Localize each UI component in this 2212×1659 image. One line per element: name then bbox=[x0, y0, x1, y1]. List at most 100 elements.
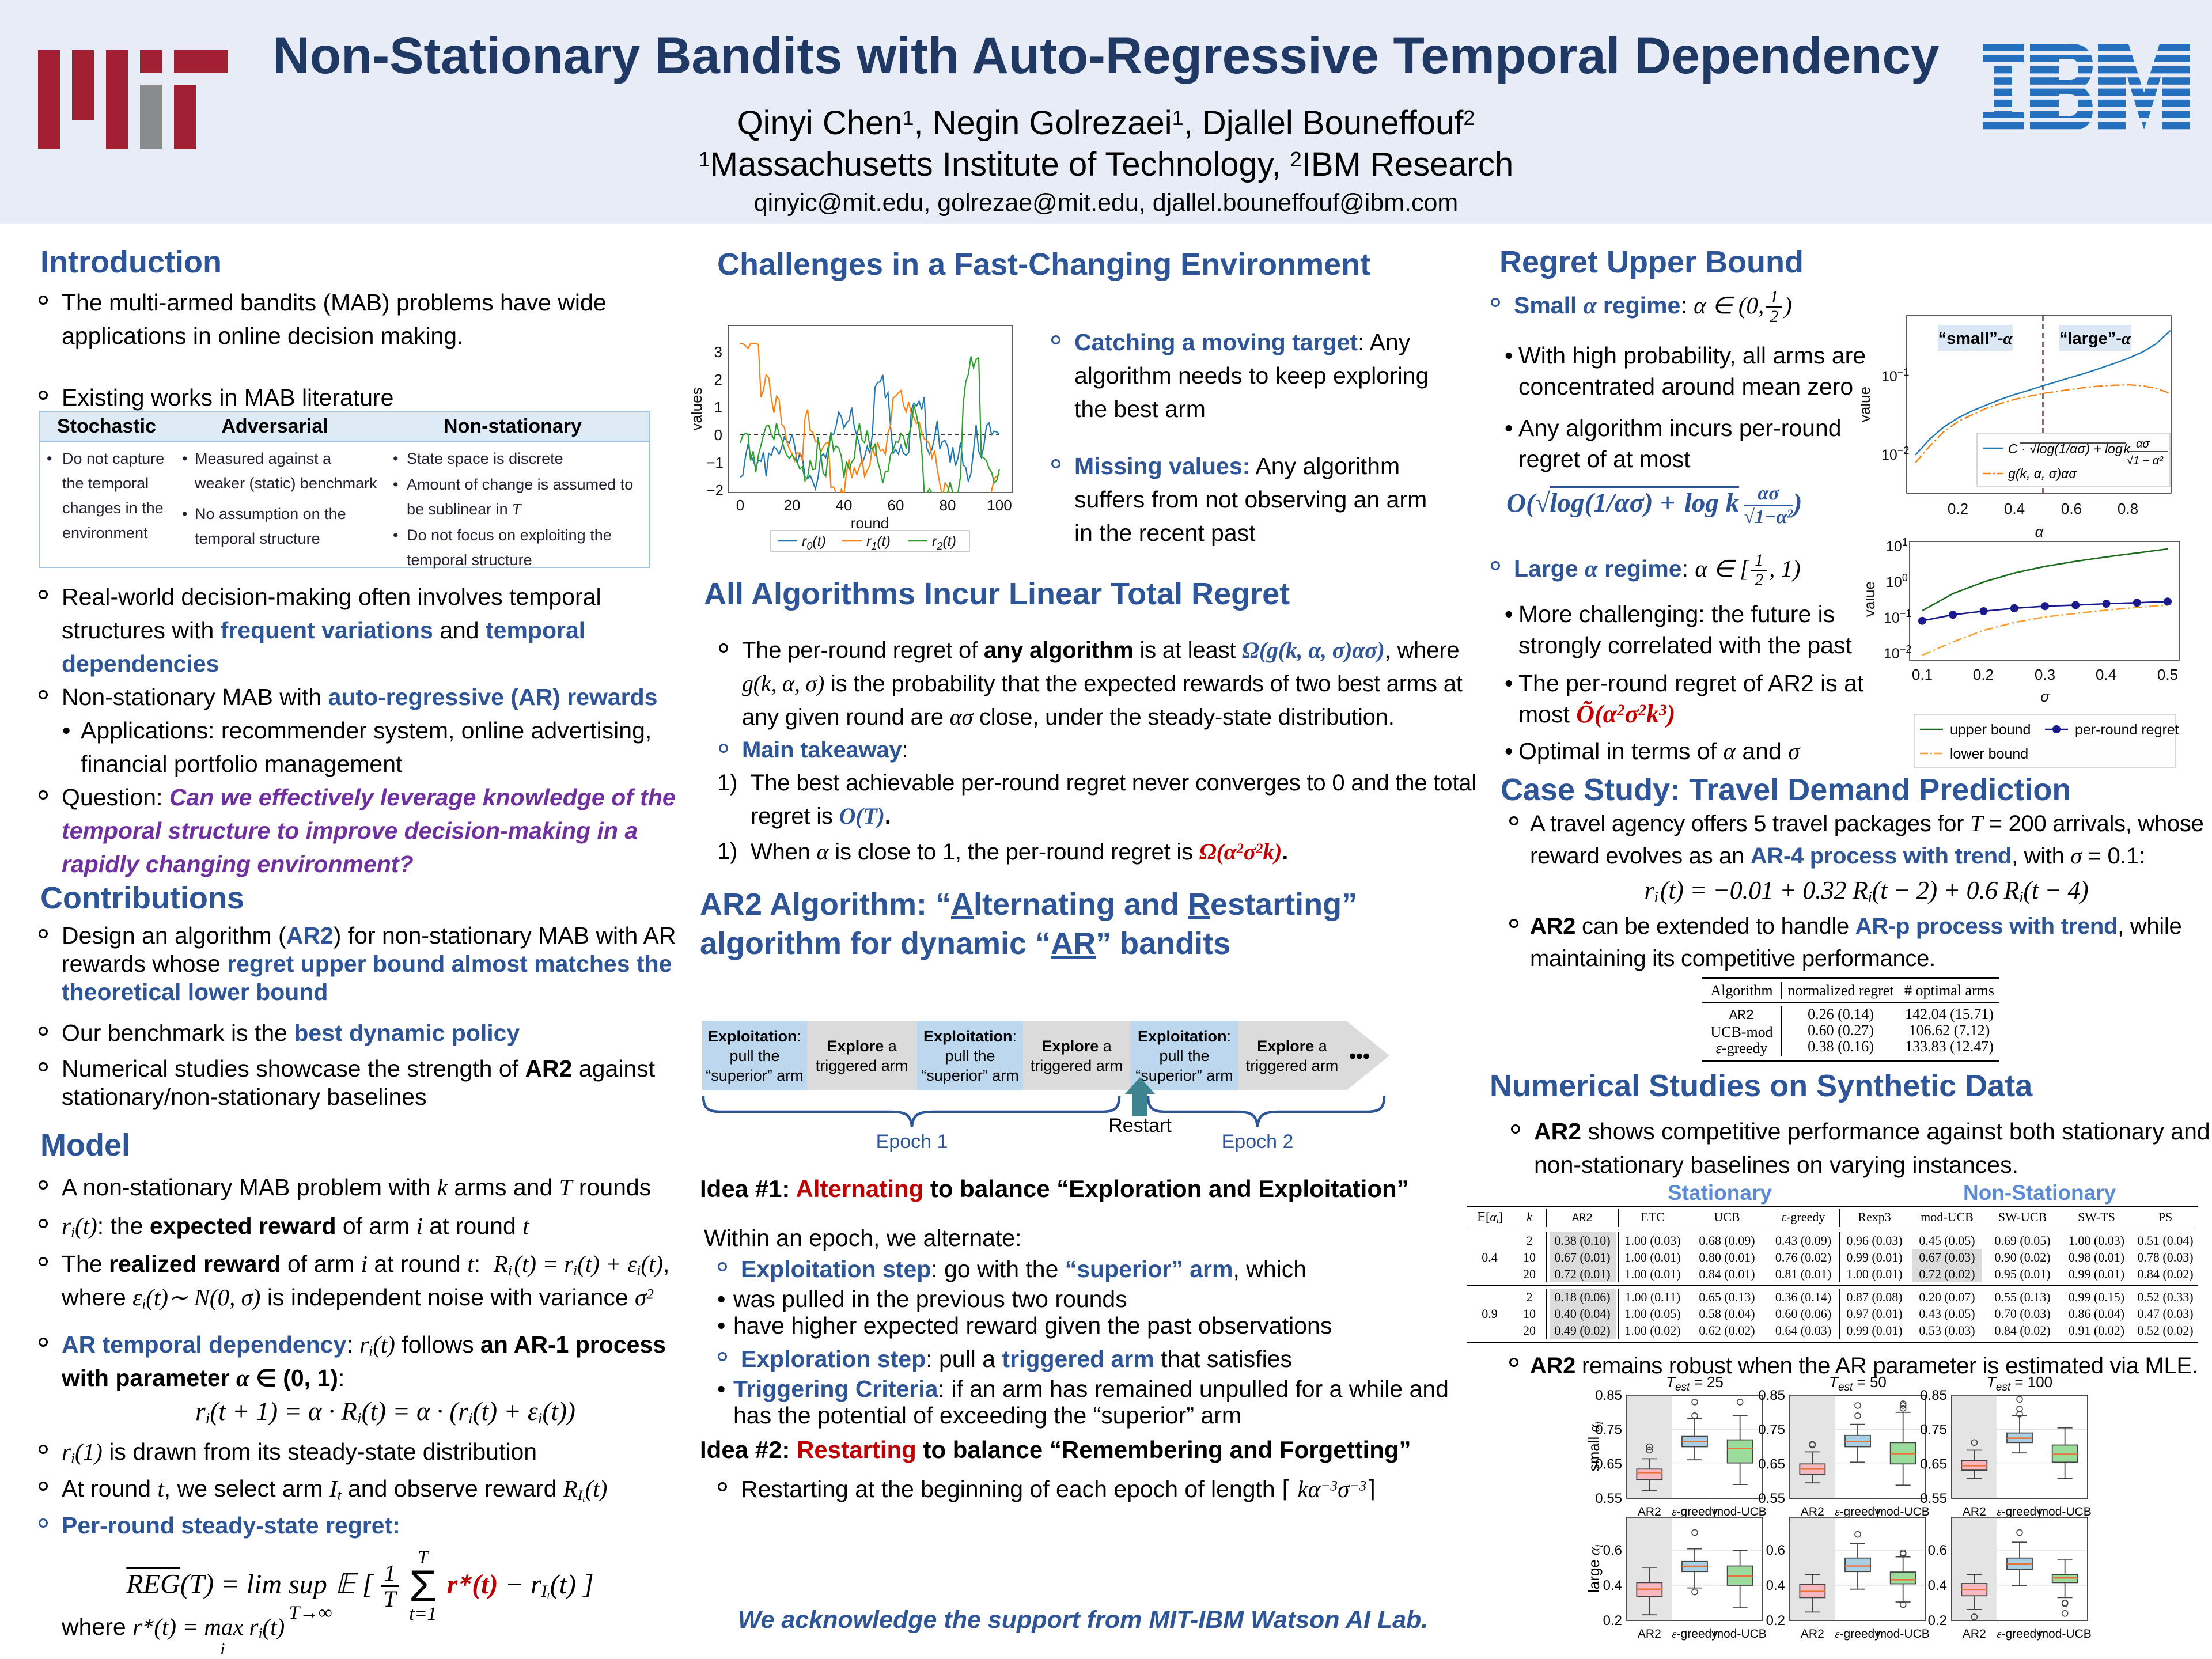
svg-text:ε-greedy: ε-greedy bbox=[1835, 1505, 1881, 1518]
svg-text:σ: σ bbox=[2040, 688, 2050, 705]
svg-text:mod-UCB: mod-UCB bbox=[1714, 1627, 1767, 1641]
svg-text:10−2: 10−2 bbox=[1881, 445, 1909, 463]
svg-text:0.2: 0.2 bbox=[1603, 1613, 1622, 1628]
svg-text:0.75: 0.75 bbox=[1758, 1422, 1785, 1438]
svg-text:3: 3 bbox=[714, 343, 722, 361]
svg-text:Exploitation:: Exploitation: bbox=[923, 1028, 1017, 1045]
svg-text:ε-greedy: ε-greedy bbox=[1672, 1505, 1718, 1518]
svg-text:20: 20 bbox=[784, 497, 801, 514]
svg-text:large αi: large αi bbox=[1585, 1544, 1605, 1593]
svg-text:lower bound: lower bound bbox=[1950, 746, 2028, 762]
svg-text:g(k, α, σ)ασ: g(k, α, σ)ασ bbox=[2008, 466, 2077, 481]
svg-text:Explore a: Explore a bbox=[827, 1037, 897, 1055]
svg-text:mod-UCB: mod-UCB bbox=[1877, 1505, 1930, 1518]
svg-text:0.75: 0.75 bbox=[1595, 1422, 1622, 1438]
svg-text:value: value bbox=[1861, 387, 1873, 422]
svg-text:mod-UCB: mod-UCB bbox=[1877, 1627, 1930, 1641]
svg-text:0.6: 0.6 bbox=[1928, 1543, 1947, 1558]
svg-text:value: value bbox=[1866, 581, 1878, 617]
svg-text:0.55: 0.55 bbox=[1758, 1491, 1785, 1506]
svg-text:0.85: 0.85 bbox=[1595, 1388, 1622, 1403]
svg-text:0.3: 0.3 bbox=[2035, 666, 2055, 683]
svg-text:Restart: Restart bbox=[1108, 1115, 1172, 1137]
svg-text:triggered arm: triggered arm bbox=[816, 1057, 908, 1074]
svg-text:Epoch 2: Epoch 2 bbox=[1222, 1131, 1294, 1153]
svg-text:AR2: AR2 bbox=[1963, 1627, 1986, 1641]
svg-text:2: 2 bbox=[714, 371, 722, 388]
svg-text:AR2: AR2 bbox=[1638, 1505, 1661, 1518]
svg-text:r2(t): r2(t) bbox=[932, 533, 956, 552]
svg-text:ε-greedy: ε-greedy bbox=[1997, 1627, 2043, 1641]
svg-text:80: 80 bbox=[940, 497, 956, 514]
svg-text:r1(t): r1(t) bbox=[866, 533, 891, 552]
svg-text:0.2: 0.2 bbox=[1973, 666, 1994, 683]
svg-text:0: 0 bbox=[714, 426, 722, 444]
svg-text:mod-UCB: mod-UCB bbox=[2039, 1627, 2092, 1641]
svg-text:AR2: AR2 bbox=[1963, 1505, 1986, 1518]
svg-text:100: 100 bbox=[987, 497, 1012, 514]
svg-text:C · √log(1/ασ) + log k: C · √log(1/ασ) + log k bbox=[2008, 441, 2131, 456]
svg-text:values: values bbox=[691, 387, 705, 430]
svg-text:0.4: 0.4 bbox=[2004, 500, 2025, 517]
svg-text:Test = 100: Test = 100 bbox=[1987, 1373, 2052, 1393]
svg-text:small αi: small αi bbox=[1585, 1422, 1605, 1472]
svg-text:10−2: 10−2 bbox=[1884, 643, 1911, 662]
svg-text:0.55: 0.55 bbox=[1595, 1491, 1622, 1506]
svg-text:AR2: AR2 bbox=[1638, 1627, 1661, 1641]
svg-text:0.55: 0.55 bbox=[1920, 1491, 1947, 1506]
svg-text:AR2: AR2 bbox=[1801, 1505, 1824, 1518]
svg-text:0.75: 0.75 bbox=[1920, 1422, 1947, 1438]
svg-text:round: round bbox=[851, 514, 889, 532]
svg-text:0.6: 0.6 bbox=[1766, 1543, 1785, 1558]
svg-text:Epoch 1: Epoch 1 bbox=[876, 1131, 948, 1153]
svg-text:ε-greedy: ε-greedy bbox=[1997, 1505, 2043, 1518]
svg-text:Test = 50: Test = 50 bbox=[1829, 1373, 1887, 1393]
svg-text:“superior” arm: “superior” arm bbox=[1135, 1067, 1233, 1084]
svg-text:“small”-α: “small”-α bbox=[1938, 329, 2013, 348]
svg-text:0.65: 0.65 bbox=[1595, 1456, 1622, 1472]
svg-text:α: α bbox=[2035, 523, 2044, 540]
svg-text:0.6: 0.6 bbox=[1603, 1543, 1622, 1558]
svg-text:0.8: 0.8 bbox=[2118, 500, 2138, 517]
svg-text:•••: ••• bbox=[1349, 1046, 1370, 1067]
svg-text:0.1: 0.1 bbox=[1912, 666, 1933, 683]
svg-text:0.4: 0.4 bbox=[1603, 1578, 1622, 1593]
svg-text:0.2: 0.2 bbox=[1766, 1613, 1785, 1628]
svg-text:0.4: 0.4 bbox=[1766, 1578, 1785, 1593]
svg-text:10−1: 10−1 bbox=[1884, 608, 1911, 626]
svg-text:0.85: 0.85 bbox=[1758, 1388, 1785, 1403]
svg-text:40: 40 bbox=[836, 497, 853, 514]
svg-text:pull the: pull the bbox=[945, 1047, 995, 1065]
svg-text:0.4: 0.4 bbox=[2096, 666, 2116, 683]
svg-text:0.85: 0.85 bbox=[1920, 1388, 1947, 1403]
svg-text:mod-UCB: mod-UCB bbox=[2039, 1505, 2092, 1518]
svg-text:ασ: ασ bbox=[2136, 438, 2150, 450]
svg-text:0.2: 0.2 bbox=[1948, 500, 1968, 517]
svg-text:upper bound: upper bound bbox=[1950, 722, 2031, 738]
svg-text:AR2: AR2 bbox=[1801, 1627, 1824, 1641]
svg-text:0.65: 0.65 bbox=[1920, 1456, 1947, 1472]
svg-text:−2: −2 bbox=[706, 482, 724, 499]
svg-text:60: 60 bbox=[888, 497, 904, 514]
svg-text:0: 0 bbox=[736, 497, 744, 514]
svg-text:−1: −1 bbox=[706, 454, 724, 471]
svg-text:per-round regret: per-round regret bbox=[2075, 722, 2179, 738]
svg-text:0.4: 0.4 bbox=[1928, 1578, 1947, 1593]
svg-text:0.6: 0.6 bbox=[2061, 500, 2082, 517]
svg-text:triggered arm: triggered arm bbox=[1031, 1057, 1123, 1074]
svg-text:100: 100 bbox=[1886, 572, 1908, 590]
svg-text:0.2: 0.2 bbox=[1928, 1613, 1947, 1628]
svg-text:Exploitation:: Exploitation: bbox=[1138, 1028, 1231, 1045]
svg-text:“superior” arm: “superior” arm bbox=[706, 1067, 804, 1084]
svg-text:Explore a: Explore a bbox=[1041, 1037, 1112, 1055]
svg-text:Test = 25: Test = 25 bbox=[1666, 1373, 1724, 1393]
svg-text:pull the: pull the bbox=[1159, 1047, 1209, 1065]
svg-text:Explore a: Explore a bbox=[1257, 1037, 1328, 1055]
svg-text:10−1: 10−1 bbox=[1881, 366, 1909, 385]
svg-text:pull the: pull the bbox=[729, 1047, 779, 1065]
svg-text:√1 − α²: √1 − α² bbox=[2127, 454, 2164, 467]
svg-text:r0(t): r0(t) bbox=[802, 533, 826, 552]
svg-text:ε-greedy: ε-greedy bbox=[1835, 1627, 1881, 1641]
svg-text:0.5: 0.5 bbox=[2157, 666, 2178, 683]
svg-text:0.65: 0.65 bbox=[1758, 1456, 1785, 1472]
